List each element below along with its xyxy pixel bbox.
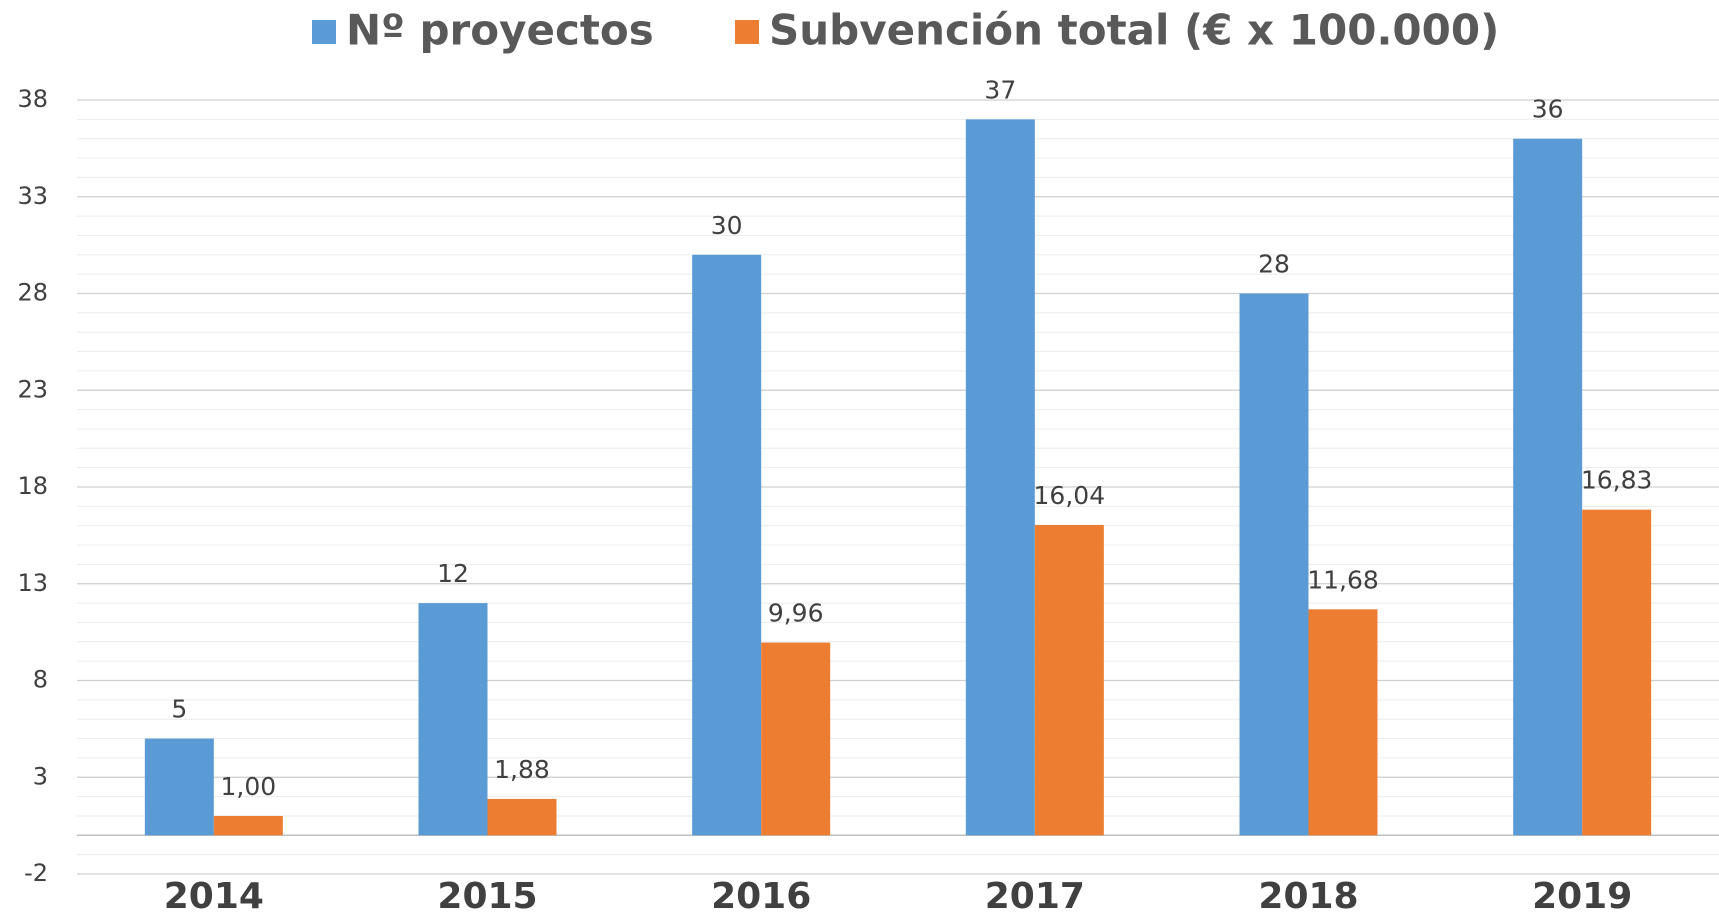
x-tick-label: 2018	[1258, 876, 1358, 916]
y-tick-label: 28	[17, 279, 48, 307]
bar	[761, 642, 831, 836]
bar	[965, 119, 1035, 836]
bar	[1239, 293, 1309, 836]
y-tick-label: 18	[17, 472, 48, 500]
data-label: 5	[171, 695, 187, 724]
data-label: 16,04	[1034, 481, 1106, 510]
data-label: 36	[1532, 95, 1564, 124]
data-label: 12	[437, 559, 469, 588]
y-tick-label: 13	[17, 569, 48, 597]
data-label: 11,68	[1307, 565, 1379, 594]
y-tick-label: 33	[17, 182, 48, 210]
legend-swatch	[312, 20, 336, 44]
bar	[144, 738, 214, 836]
bar	[418, 603, 488, 836]
legend-label: Subvención total (€ x 100.000)	[769, 6, 1499, 55]
y-tick-label: 23	[17, 375, 48, 403]
x-tick-label: 2015	[437, 876, 537, 916]
data-label: 1,00	[220, 772, 276, 801]
bar	[487, 798, 557, 836]
bar	[1034, 524, 1104, 836]
data-label: 16,83	[1581, 466, 1653, 495]
x-tick-label: 2019	[1532, 876, 1632, 916]
x-tick-label: 2016	[711, 876, 811, 916]
data-label: 9,96	[768, 599, 824, 628]
legend-label: Nº proyectos	[346, 6, 654, 55]
y-tick-label: 38	[17, 85, 48, 113]
data-label: 28	[1258, 250, 1290, 279]
bar	[692, 254, 762, 836]
data-label: 1,88	[494, 755, 550, 784]
bar	[1308, 609, 1378, 836]
data-label: 30	[711, 211, 743, 240]
bar	[213, 815, 283, 836]
bar	[1513, 138, 1583, 836]
y-tick-label: 8	[33, 666, 48, 694]
y-tick-label: 3	[33, 762, 48, 790]
data-label: 37	[984, 75, 1016, 104]
y-tick-label: -2	[24, 859, 48, 887]
x-tick-label: 2014	[164, 876, 264, 916]
bar	[1582, 509, 1652, 836]
x-tick-label: 2017	[985, 876, 1085, 916]
legend-swatch	[735, 20, 759, 44]
